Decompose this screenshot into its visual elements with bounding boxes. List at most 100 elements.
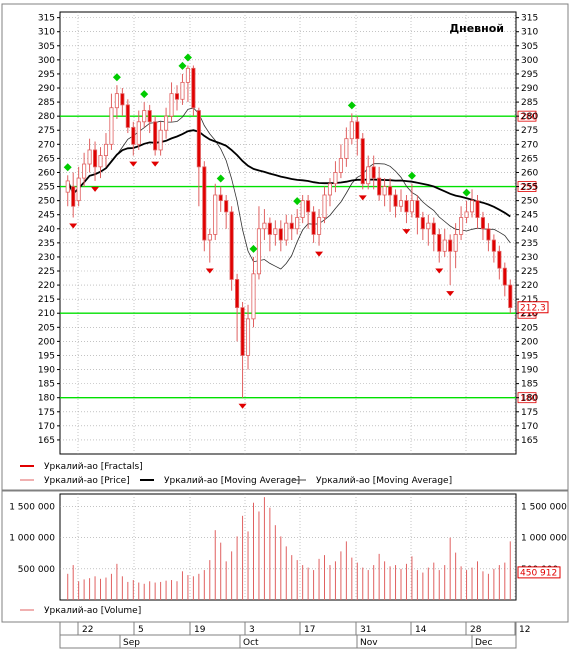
- price-tick-label: 205: [38, 323, 55, 333]
- candle-body: [235, 279, 240, 309]
- price-tick-label: 260: [38, 168, 55, 178]
- price-tick-label: 315: [38, 14, 55, 24]
- candle-body: [87, 149, 92, 165]
- day-label: 22: [82, 625, 93, 635]
- price-tick-label: 195: [38, 351, 55, 361]
- candle-body: [109, 107, 114, 145]
- price-tick-label: 255: [521, 183, 538, 193]
- fractal-down-marker: [91, 186, 100, 192]
- candle-body: [497, 250, 502, 269]
- price-tick-label: 165: [38, 436, 55, 446]
- volume-tick-label: 1 500 000: [521, 502, 567, 512]
- level-label: 255: [520, 183, 537, 193]
- legend-volume: Уркалий-ао [Volume]: [44, 606, 141, 616]
- candle-body: [218, 194, 223, 202]
- last-price-tag: 212.3: [517, 301, 549, 314]
- fractal-down-marker: [358, 195, 367, 201]
- price-tick-label: 180: [521, 394, 538, 404]
- volume-tick-label: 500 000: [18, 565, 55, 575]
- legend-price: Уркалий-ао [Price]: [44, 476, 130, 486]
- candle-body: [245, 318, 251, 356]
- last-volume-value: 450 912: [520, 568, 557, 578]
- price-tick-label: 205: [521, 323, 538, 333]
- price-tick-label: 215: [521, 295, 538, 305]
- candle-body: [431, 222, 436, 235]
- price-tick-label: 225: [521, 267, 538, 277]
- candle-body: [224, 200, 229, 213]
- candle-body: [103, 143, 109, 156]
- time-axis-labels: 22 5 19 3 17 31 14 28 12 Sep Oct Nov Dec: [77, 622, 530, 648]
- fractal-down-marker: [151, 161, 160, 167]
- price-tick-label: 190: [521, 366, 538, 376]
- day-label: 19: [194, 625, 206, 635]
- legend-ma-slow: Уркалий-ао [Moving Average]: [316, 476, 452, 486]
- candle-body: [196, 110, 201, 168]
- price-tick-label: 220: [521, 281, 538, 291]
- price-tick-label: 250: [38, 197, 55, 207]
- price-tick-label: 210: [38, 309, 55, 319]
- price-tick-label: 200: [38, 337, 55, 347]
- volume-tick-label: 1 000 000: [9, 534, 55, 544]
- candle-body: [213, 194, 218, 235]
- candle-body: [114, 93, 119, 109]
- price-tick-label: 185: [38, 380, 55, 390]
- price-tick-label: 285: [38, 98, 55, 108]
- price-tick-label: 310: [521, 28, 538, 38]
- candle-body: [311, 211, 316, 235]
- candle-body: [491, 239, 496, 252]
- candle-body: [349, 121, 354, 140]
- candle-body: [76, 177, 81, 202]
- volume-legend: Уркалий-ао [Volume]: [20, 606, 141, 616]
- volume-tick-label: 1 000 000: [521, 534, 567, 544]
- price-tick-label: 275: [38, 126, 55, 136]
- candle-body: [174, 93, 180, 100]
- candle-body: [317, 217, 322, 235]
- candle-body: [185, 67, 190, 83]
- candle-body: [464, 211, 469, 218]
- candle-body: [158, 129, 163, 151]
- price-tick-label: 255: [38, 183, 55, 193]
- day-label: 31: [360, 625, 371, 635]
- price-tick-label: 305: [521, 42, 538, 52]
- candle-body: [120, 93, 125, 106]
- fractal-down-marker: [129, 161, 138, 167]
- price-tick-label: 190: [38, 366, 55, 376]
- candle-body: [502, 267, 507, 286]
- price-tick-label: 300: [38, 56, 55, 66]
- candle-body: [306, 200, 311, 213]
- candle-body: [98, 155, 103, 168]
- level-label: 180: [520, 394, 537, 404]
- price-tick-label: 280: [38, 112, 55, 122]
- candle-body: [180, 81, 185, 100]
- price-tick-label: 210: [521, 309, 538, 319]
- price-tick-label: 300: [521, 56, 538, 66]
- price-tick-label: 290: [521, 84, 538, 94]
- price-tick-label: 240: [521, 225, 538, 235]
- candle-body: [453, 234, 458, 252]
- candle-body: [480, 217, 485, 230]
- fractal-down-marker: [435, 268, 444, 274]
- price-tick-label: 270: [38, 140, 55, 150]
- candle-body: [202, 166, 207, 241]
- candle-body: [125, 104, 130, 128]
- fractal-up-marker: [462, 188, 471, 197]
- price-tick-label: 225: [38, 267, 55, 277]
- fractal-up-marker: [183, 53, 192, 62]
- candle-body: [278, 228, 283, 241]
- level-label: 210: [520, 310, 537, 320]
- candle-body: [437, 234, 442, 252]
- price-legend: Уркалий-ао [Fractals] Уркалий-ао [Price]…: [20, 462, 452, 486]
- price-tick-label: 215: [38, 295, 55, 305]
- fractal-up-marker: [112, 73, 121, 82]
- price-tick-label: 275: [521, 126, 538, 136]
- price-tick-label: 265: [521, 154, 538, 164]
- price-tick-label: 200: [521, 337, 538, 347]
- month-label: Sep: [123, 638, 140, 648]
- price-tick-label: 280: [521, 112, 538, 122]
- price-tick-label: 170: [521, 422, 538, 432]
- candle-body: [360, 138, 365, 185]
- candle-body: [131, 127, 136, 145]
- fractal-down-marker: [238, 403, 247, 409]
- fractal-up-marker: [63, 163, 72, 172]
